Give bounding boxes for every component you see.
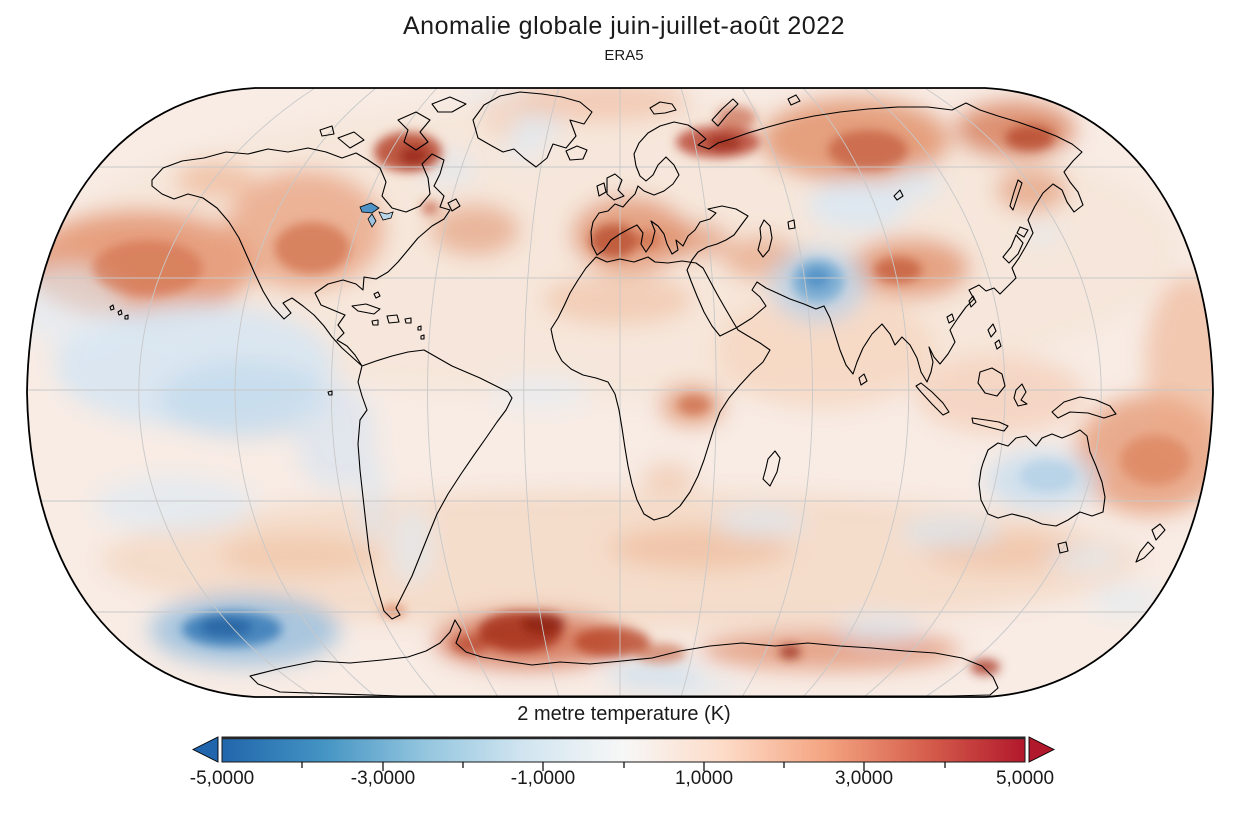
island xyxy=(946,313,955,324)
colorbar-tick-label: 1,0000 xyxy=(674,768,734,789)
island xyxy=(994,339,1002,350)
meridian-line xyxy=(427,88,499,697)
island xyxy=(968,295,977,308)
island xyxy=(117,309,123,316)
island xyxy=(337,131,365,149)
island xyxy=(386,314,400,324)
meridian-line xyxy=(802,88,910,697)
lake-superior xyxy=(359,202,380,214)
meridian-line xyxy=(234,88,377,697)
island xyxy=(327,390,333,396)
island xyxy=(858,373,868,386)
colorbar xyxy=(191,736,1056,771)
coastline-islands xyxy=(109,94,1166,563)
colorbar-right-arrow xyxy=(1028,736,1056,763)
coastline-australia xyxy=(978,429,1106,527)
island xyxy=(417,325,422,331)
island xyxy=(606,173,625,201)
graticule xyxy=(27,88,1213,697)
coastline-eurasia xyxy=(590,102,1084,383)
island xyxy=(124,314,129,320)
island xyxy=(787,94,801,106)
island xyxy=(787,219,796,230)
meridian-line xyxy=(138,88,316,697)
island xyxy=(1057,541,1069,554)
island xyxy=(351,303,381,315)
island xyxy=(987,323,997,338)
coastline-americas xyxy=(151,147,513,620)
colorbar-tick-label: -5,0000 xyxy=(189,768,255,789)
island xyxy=(971,417,1009,432)
island xyxy=(1051,396,1117,419)
meridian-line xyxy=(330,88,438,697)
lakes xyxy=(359,202,394,228)
meridian-line xyxy=(741,88,813,697)
island xyxy=(1151,523,1166,541)
coastline-greenland xyxy=(472,91,593,168)
island xyxy=(319,125,335,137)
island xyxy=(757,219,773,258)
island xyxy=(649,101,677,115)
meridian-line xyxy=(924,88,1102,697)
island xyxy=(373,291,381,299)
island xyxy=(762,450,781,487)
island xyxy=(565,145,588,161)
island xyxy=(447,198,461,212)
colorbar-ticks xyxy=(301,762,946,771)
island xyxy=(915,382,950,416)
island xyxy=(1002,234,1024,264)
island xyxy=(977,367,1006,397)
island xyxy=(711,98,739,127)
map-outline xyxy=(26,87,1214,698)
colorbar-tick-label: 5,0000 xyxy=(995,768,1055,789)
figure-title: Anomalie globale juin-juillet-août 2022 xyxy=(403,12,845,40)
colorbar-left-arrow xyxy=(191,736,219,763)
anomaly-field xyxy=(27,88,1213,697)
island xyxy=(397,111,431,151)
island xyxy=(1016,226,1029,238)
island xyxy=(596,182,607,197)
colorbar-label: 2 metre temperature (K) xyxy=(517,703,731,725)
colorbar-tick-label: 3,0000 xyxy=(834,768,894,789)
island xyxy=(371,319,379,326)
meridian-line xyxy=(523,88,560,697)
island xyxy=(1013,383,1028,407)
meridian-line xyxy=(863,88,1006,697)
lake-michigan xyxy=(367,213,377,228)
coastline-antarctica xyxy=(249,619,999,697)
island xyxy=(1009,179,1023,211)
island xyxy=(404,317,412,324)
colorbar-gradient xyxy=(221,736,1026,763)
island xyxy=(1135,541,1155,563)
lake-huron-erie-ontario xyxy=(378,211,394,221)
coastlines xyxy=(109,91,1166,697)
coastline-africa xyxy=(550,256,771,521)
figure-subtitle: ERA5 xyxy=(604,47,644,64)
island xyxy=(431,96,467,113)
meridian-line xyxy=(680,88,717,697)
colorbar-tick-label: -1,0000 xyxy=(510,768,576,789)
island xyxy=(893,189,904,201)
island xyxy=(420,334,425,340)
island xyxy=(109,304,115,311)
colorbar-tick-label: -3,0000 xyxy=(350,768,416,789)
